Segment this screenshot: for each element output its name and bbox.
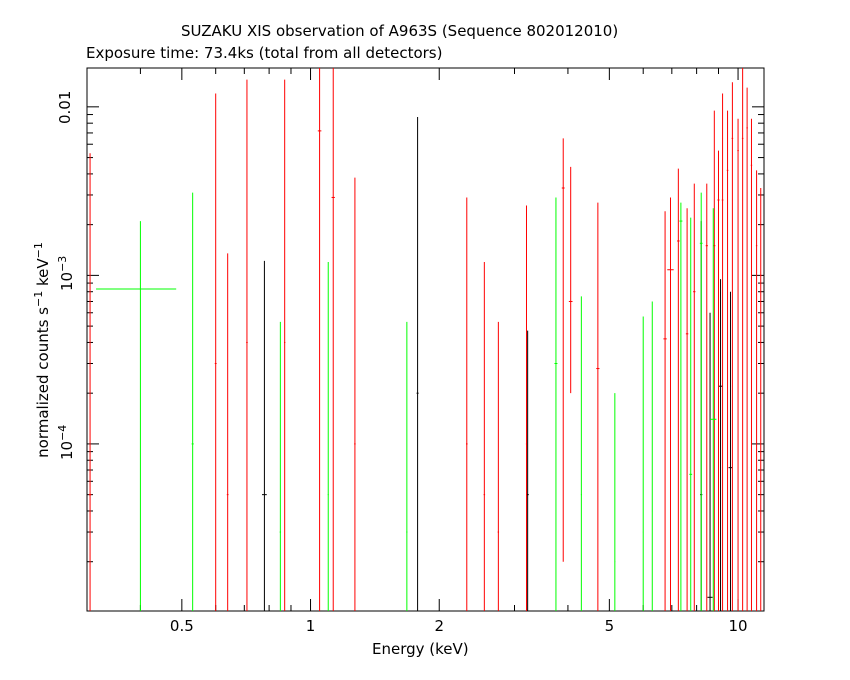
data-point bbox=[317, 68, 322, 611]
data-point bbox=[331, 68, 335, 611]
y-tick-label-exp: −3 bbox=[56, 256, 69, 273]
x-tick-label: 1 bbox=[305, 617, 316, 635]
data-point bbox=[741, 68, 744, 611]
data-point bbox=[760, 187, 762, 611]
data-point bbox=[568, 166, 573, 394]
data-point bbox=[718, 279, 723, 611]
data-point bbox=[226, 253, 229, 611]
y-tick-label-base: 0.01 bbox=[56, 90, 74, 124]
x-tick-label: 10 bbox=[728, 617, 748, 635]
data-point bbox=[642, 316, 644, 611]
plot-frame bbox=[86, 67, 765, 612]
data-point bbox=[96, 221, 177, 611]
series-green bbox=[96, 192, 717, 611]
y-axis-label-exp: −1 bbox=[32, 290, 45, 308]
data-point bbox=[561, 138, 565, 562]
data-point bbox=[88, 153, 92, 611]
data-point bbox=[750, 118, 753, 611]
data-series bbox=[88, 68, 762, 611]
data-point bbox=[406, 321, 408, 611]
data-point bbox=[710, 208, 717, 611]
series-black bbox=[262, 117, 733, 611]
data-point bbox=[262, 260, 267, 611]
x-tick-label: 0.5 bbox=[169, 617, 194, 635]
x-tick-label: 5 bbox=[604, 617, 615, 635]
data-point bbox=[728, 291, 733, 611]
data-point bbox=[416, 117, 419, 611]
y-axis-label-part: keV bbox=[34, 258, 52, 291]
y-axis-label: normalized counts s−1 keV−1 bbox=[14, 242, 52, 458]
x-tick-label: 2 bbox=[434, 617, 444, 635]
data-point bbox=[284, 79, 286, 611]
data-point bbox=[214, 93, 217, 611]
chart-title: SUZAKU XIS observation of A963S (Sequenc… bbox=[181, 22, 619, 40]
data-point bbox=[483, 262, 486, 611]
data-point bbox=[677, 168, 680, 611]
data-point bbox=[525, 205, 528, 611]
y-tick-label-base: 10 bbox=[58, 440, 76, 460]
y-tick-label: 10−3 bbox=[56, 256, 76, 291]
y-tick-label-base: 10 bbox=[58, 272, 76, 292]
data-point bbox=[246, 79, 248, 611]
data-point bbox=[679, 202, 683, 611]
data-point bbox=[465, 197, 468, 611]
data-point bbox=[554, 197, 558, 611]
y-tick-label: 10−4 bbox=[56, 425, 76, 460]
y-axis-label-part: normalized counts s bbox=[34, 307, 52, 458]
data-point bbox=[614, 393, 616, 611]
axis-ticks bbox=[86, 68, 764, 611]
data-point bbox=[354, 177, 356, 611]
chart-subtitle: Exposure time: 73.4ks (total from all de… bbox=[86, 44, 443, 62]
data-point bbox=[689, 217, 693, 611]
data-point bbox=[327, 262, 329, 611]
data-point bbox=[717, 150, 720, 611]
data-point bbox=[191, 192, 194, 611]
y-axis-label-exp: −1 bbox=[32, 242, 45, 259]
data-point bbox=[667, 197, 674, 611]
data-point bbox=[651, 301, 653, 611]
data-point bbox=[707, 312, 713, 611]
data-point bbox=[737, 118, 739, 611]
data-point bbox=[755, 170, 758, 611]
data-point bbox=[721, 93, 724, 611]
data-point bbox=[693, 183, 696, 611]
data-point bbox=[699, 192, 703, 611]
data-point bbox=[279, 321, 282, 611]
x-axis-label: Energy (keV) bbox=[372, 640, 469, 658]
data-point bbox=[731, 82, 734, 611]
data-point bbox=[596, 202, 600, 611]
y-tick-label: 0.01 bbox=[56, 90, 74, 123]
y-tick-label-exp: −4 bbox=[56, 424, 69, 441]
data-point bbox=[580, 296, 582, 611]
series-red bbox=[88, 68, 762, 611]
data-point bbox=[663, 211, 667, 611]
data-point bbox=[705, 183, 708, 611]
data-point bbox=[746, 87, 748, 611]
data-point bbox=[497, 321, 500, 611]
data-point bbox=[726, 110, 729, 611]
data-point bbox=[685, 208, 689, 611]
